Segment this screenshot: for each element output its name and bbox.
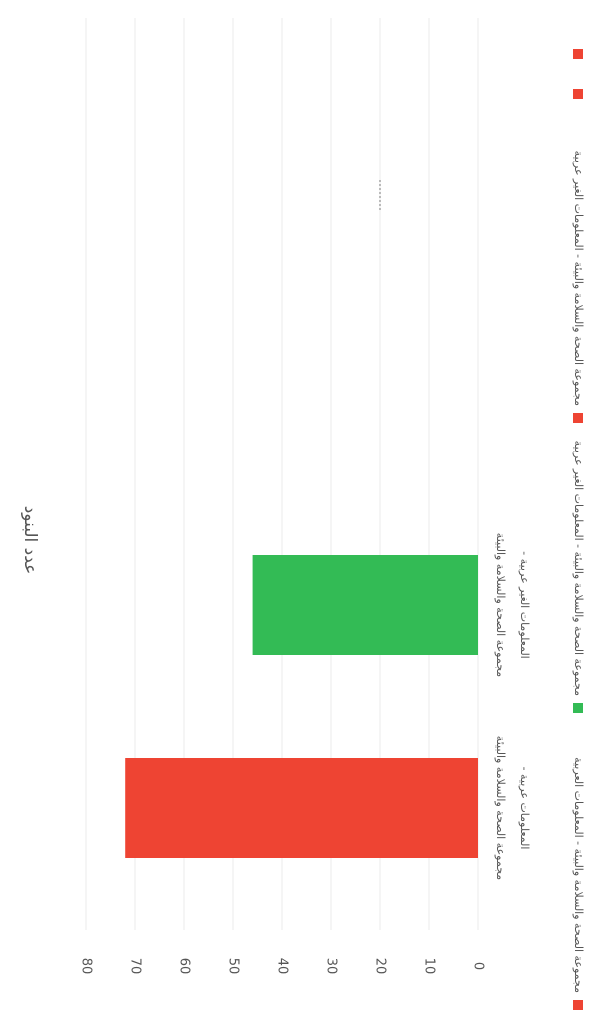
legend-marker [573,1000,583,1010]
bar [125,758,478,858]
legend-label: مجموعة الصحة والسلامة والبيئة - المعلوما… [572,441,585,696]
legend-marker [573,413,583,423]
legend-marker [573,89,583,99]
bars [125,555,478,858]
tick-label: 40 [275,958,290,975]
tick-label: 30 [324,958,339,975]
tick-label: 80 [79,958,94,975]
legend: مجموعة الصحة والسلامة والبيئة - المعلوما… [572,49,585,1010]
tick-label: 70 [128,958,143,975]
category-axis: مجموعة الصحة والسلامة والبيئة - المعلومات… [494,533,531,880]
legend-marker [573,49,583,59]
value-axis: 0 10 20 30 40 50 60 70 80 [79,958,486,975]
tick-label: 60 [177,958,192,975]
tick-label: 0 [471,962,486,970]
category-label: - المعلومات عربية [518,767,531,850]
legend-label: مجموعة الصحة والسلامة والبيئة - المعلوما… [572,757,585,993]
category-label: مجموعة الصحة والسلامة والبيئة [494,533,507,677]
plot-area [85,18,479,930]
legend-label: مجموعة الصحة والسلامة والبيئة - المعلوما… [572,151,585,406]
tick-label: 50 [226,958,241,975]
tick-label: 20 [373,958,388,975]
legend-marker [573,703,583,713]
category-label: - المعلومات الغير عربية [518,551,531,658]
category-label: مجموعة الصحة والسلامة والبيئة [494,736,507,880]
chart-title: عدد البنود [20,506,40,575]
bar [252,555,478,655]
tick-label: 10 [422,958,437,975]
